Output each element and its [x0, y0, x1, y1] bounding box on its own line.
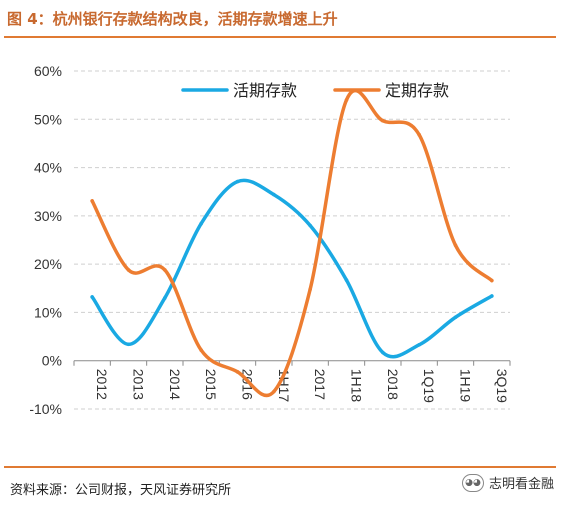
data-point [272, 192, 276, 197]
x-tick-label: 2018 [385, 369, 401, 400]
data-point [235, 179, 240, 184]
data-point [235, 370, 240, 374]
y-tick-label: 0% [42, 353, 62, 369]
legend-label-time: 定期存款 [385, 81, 449, 100]
x-tick-label: 2012 [94, 369, 110, 400]
data-point [417, 132, 421, 137]
x-tick-label: 2014 [167, 369, 183, 400]
y-tick-label: 40% [34, 160, 62, 176]
data-point [490, 278, 494, 283]
x-tick-label: 1H18 [349, 369, 365, 403]
data-point [126, 268, 131, 272]
y-tick-label: 20% [34, 256, 62, 272]
chart-title: 图 4：杭州银行存款结构改良，活期存款增速上升 [7, 10, 338, 28]
source-note: 资料来源：公司财报，天风证券研究所 [10, 483, 232, 498]
series-line-time-deposits [90, 89, 494, 398]
data-point [344, 98, 349, 102]
x-tick-label: 3Q19 [494, 369, 510, 403]
data-point [126, 342, 131, 347]
data-point [90, 199, 94, 203]
data-point [417, 342, 421, 347]
data-point [90, 295, 94, 299]
y-tick-label: -10% [29, 401, 62, 417]
footer-divider [4, 466, 556, 468]
data-point [381, 118, 385, 123]
x-tick-label: 2017 [312, 369, 328, 400]
data-point [381, 350, 385, 355]
data-point [163, 268, 167, 272]
y-tick-label: 10% [34, 304, 62, 320]
y-tick-label: 60% [34, 63, 62, 79]
y-tick-label: 30% [34, 208, 62, 224]
data-point [163, 296, 167, 300]
y-tick-label: 50% [34, 111, 62, 127]
x-tick-label: 1H19 [458, 369, 474, 403]
x-tick-label: 2013 [131, 369, 147, 400]
x-tick-label: 2015 [203, 369, 219, 400]
wechat-icon: ◕◕ [461, 473, 484, 492]
data-point [490, 294, 494, 298]
x-tick-label: 1H17 [276, 369, 292, 403]
title-divider [4, 36, 556, 38]
x-tick-label: 1Q19 [421, 369, 437, 403]
data-point [308, 287, 312, 292]
data-point [344, 278, 349, 282]
watermark-text: 志明看金融 [488, 477, 554, 492]
data-point [308, 223, 312, 228]
data-point [453, 315, 458, 320]
data-point [199, 348, 203, 352]
data-point [199, 221, 203, 226]
legend-label-demand: 活期存款 [233, 81, 297, 100]
line-chart: -10% 0% 10% 20% 30% 40% 50% 60% 2012 2013 2014 201… [29, 63, 511, 417]
data-point [453, 243, 458, 248]
data-point [272, 389, 276, 394]
watermark: ◕◕ 志明看金融 [461, 473, 554, 492]
